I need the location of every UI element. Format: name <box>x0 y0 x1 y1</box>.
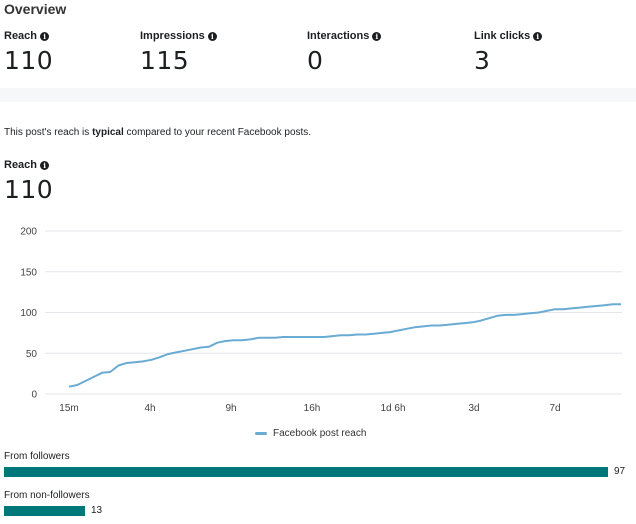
info-icon[interactable]: i <box>533 31 543 41</box>
info-icon[interactable]: i <box>40 31 50 41</box>
metric-impressions: Impressions i 115 <box>140 30 217 75</box>
x-tick-label: 7d <box>549 403 560 414</box>
x-tick-label: 15m <box>59 403 78 414</box>
metric-impressions-label-row: Impressions i <box>140 30 217 42</box>
metric-reach-label: Reach <box>4 30 38 42</box>
reach-chart-value: 110 <box>4 175 54 204</box>
metric-link-clicks-label: Link clicks <box>474 30 531 42</box>
y-tick-label: 0 <box>31 390 37 401</box>
info-icon[interactable]: i <box>40 160 50 170</box>
x-tick-label: 16h <box>304 403 321 414</box>
comparison-text: This post's reach is typical compared to… <box>4 127 311 138</box>
non-followers-bar[interactable] <box>4 506 85 516</box>
y-tick-label: 50 <box>26 349 38 360</box>
followers-bar[interactable] <box>4 467 608 477</box>
followers-label: From followers <box>4 451 70 462</box>
y-tick-label: 150 <box>20 267 37 278</box>
section-divider <box>0 88 636 102</box>
metric-link-clicks-label-row: Link clicks i <box>474 30 543 42</box>
comparison-suffix: compared to your recent Facebook posts. <box>126 127 312 138</box>
overview-title: Overview <box>4 1 67 17</box>
legend-swatch <box>255 432 267 435</box>
reach-chart-label-row: Reach i <box>4 159 50 171</box>
non-followers-label: From non-followers <box>4 490 90 501</box>
non-followers-value: 13 <box>91 505 103 516</box>
metric-link-clicks-value: 3 <box>474 46 491 75</box>
x-tick-label: 1d 6h <box>380 403 405 414</box>
followers-value: 97 <box>614 466 626 477</box>
metric-reach-label-row: Reach i <box>4 30 53 42</box>
x-tick-label: 3d <box>468 403 479 414</box>
comparison-emphasis: typical <box>92 127 124 138</box>
metric-interactions: Interactions i 0 <box>307 30 382 75</box>
reach-chart-label: Reach <box>4 159 38 171</box>
y-tick-label: 200 <box>20 227 37 238</box>
metric-interactions-value: 0 <box>307 46 324 75</box>
metric-reach: Reach i 110 <box>4 30 53 75</box>
metric-reach-value: 110 <box>4 46 54 75</box>
info-icon[interactable]: i <box>207 31 217 41</box>
series-line-facebook-post-reach[interactable] <box>68 303 621 388</box>
legend-label: Facebook post reach <box>273 428 367 439</box>
metric-link-clicks: Link clicks i 3 <box>474 30 543 75</box>
comparison-prefix: This post's reach is <box>4 127 90 138</box>
metric-interactions-label-row: Interactions i <box>307 30 382 42</box>
metric-impressions-label: Impressions <box>140 30 205 42</box>
info-icon[interactable]: i <box>372 31 382 41</box>
y-tick-label: 100 <box>20 308 37 319</box>
x-tick-label: 4h <box>144 403 155 414</box>
metric-impressions-value: 115 <box>140 46 190 75</box>
chart-legend[interactable]: Facebook post reach <box>255 428 366 439</box>
reach-line-chart[interactable]: 0 50 100 150 200 15m 4h 9h 16h 1d 6h 3d 7d <box>0 220 636 420</box>
x-tick-label: 9h <box>225 403 236 414</box>
metric-interactions-label: Interactions <box>307 30 370 42</box>
